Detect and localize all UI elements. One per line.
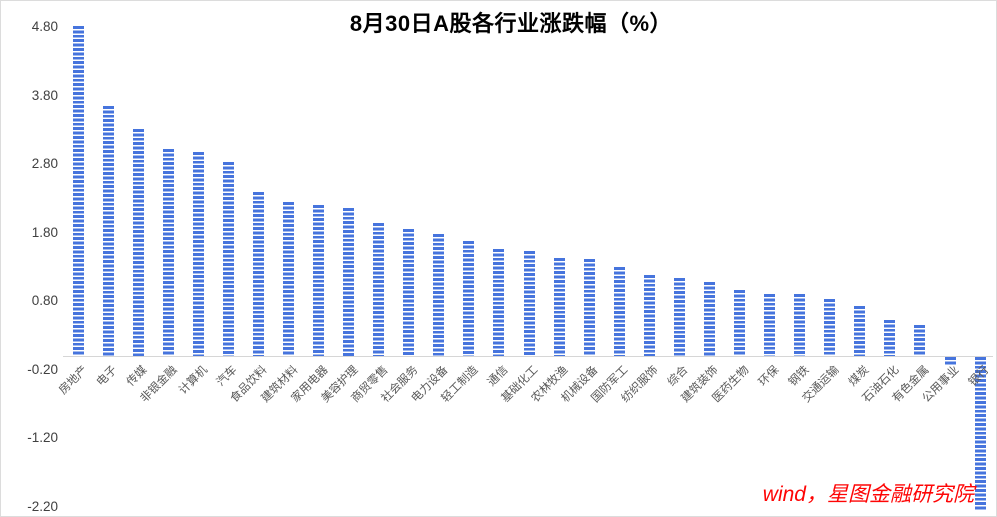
industry-bar — [313, 204, 324, 356]
y-axis-tick-label: -0.20 — [27, 361, 58, 377]
industry-bar — [674, 277, 685, 356]
industry-label: 传媒 — [124, 364, 150, 389]
industry-bar — [524, 250, 535, 356]
x-axis-line — [63, 356, 993, 357]
industry-bar — [554, 258, 565, 357]
industry-bar — [493, 249, 504, 357]
industry-bar — [824, 299, 835, 357]
y-axis-tick-label: 4.80 — [31, 19, 58, 35]
industry-label: 计算机 — [176, 364, 210, 397]
industry-bar — [253, 191, 264, 356]
industry-bar — [433, 234, 444, 357]
industry-bar — [223, 162, 234, 357]
industry-bar — [163, 149, 174, 357]
industry-label: 汽车 — [215, 364, 240, 389]
industry-bar — [614, 266, 625, 356]
industry-label: 环保 — [756, 364, 782, 389]
y-axis-tick-label: 1.80 — [31, 224, 58, 240]
industry-bar — [854, 305, 865, 356]
source-watermark: wind，星图金融研究院 — [762, 483, 974, 506]
y-axis-tick-label: 0.80 — [31, 293, 58, 309]
industry-label: 钢铁 — [786, 364, 812, 389]
industry-bar — [914, 325, 925, 357]
industry-label: 房地产 — [56, 364, 90, 397]
industry-bar — [975, 357, 986, 510]
industry-bar — [73, 25, 84, 356]
industry-bar — [884, 319, 895, 356]
industry-bar — [403, 229, 414, 357]
industry-label: 综合 — [666, 364, 691, 389]
industry-bar — [193, 151, 204, 356]
y-axis-tick-label: 3.80 — [31, 87, 58, 103]
industry-bar — [704, 282, 715, 357]
industry-bar — [764, 294, 775, 357]
industry-label: 电子 — [94, 364, 120, 389]
industry-bar — [734, 290, 745, 357]
y-axis-tick-label: 2.80 — [31, 156, 58, 172]
industry-label: 煤炭 — [846, 364, 872, 389]
industry-bar — [103, 105, 114, 356]
industry-bar — [283, 201, 294, 356]
y-axis-tick-label: -1.20 — [27, 430, 58, 446]
industry-bar — [584, 258, 595, 356]
industry-bar — [373, 223, 384, 357]
industry-bar — [133, 128, 144, 356]
industry-bar — [343, 208, 354, 357]
industry-bar — [463, 240, 474, 356]
industry-bar — [644, 275, 655, 357]
y-axis-tick-label: -2.20 — [27, 498, 58, 514]
industry-bar — [794, 293, 805, 356]
chart-title: 8月30日A股各行业涨跌幅（%） — [349, 11, 673, 36]
industry-label: 通信 — [485, 364, 511, 389]
industry-bar — [945, 357, 956, 365]
